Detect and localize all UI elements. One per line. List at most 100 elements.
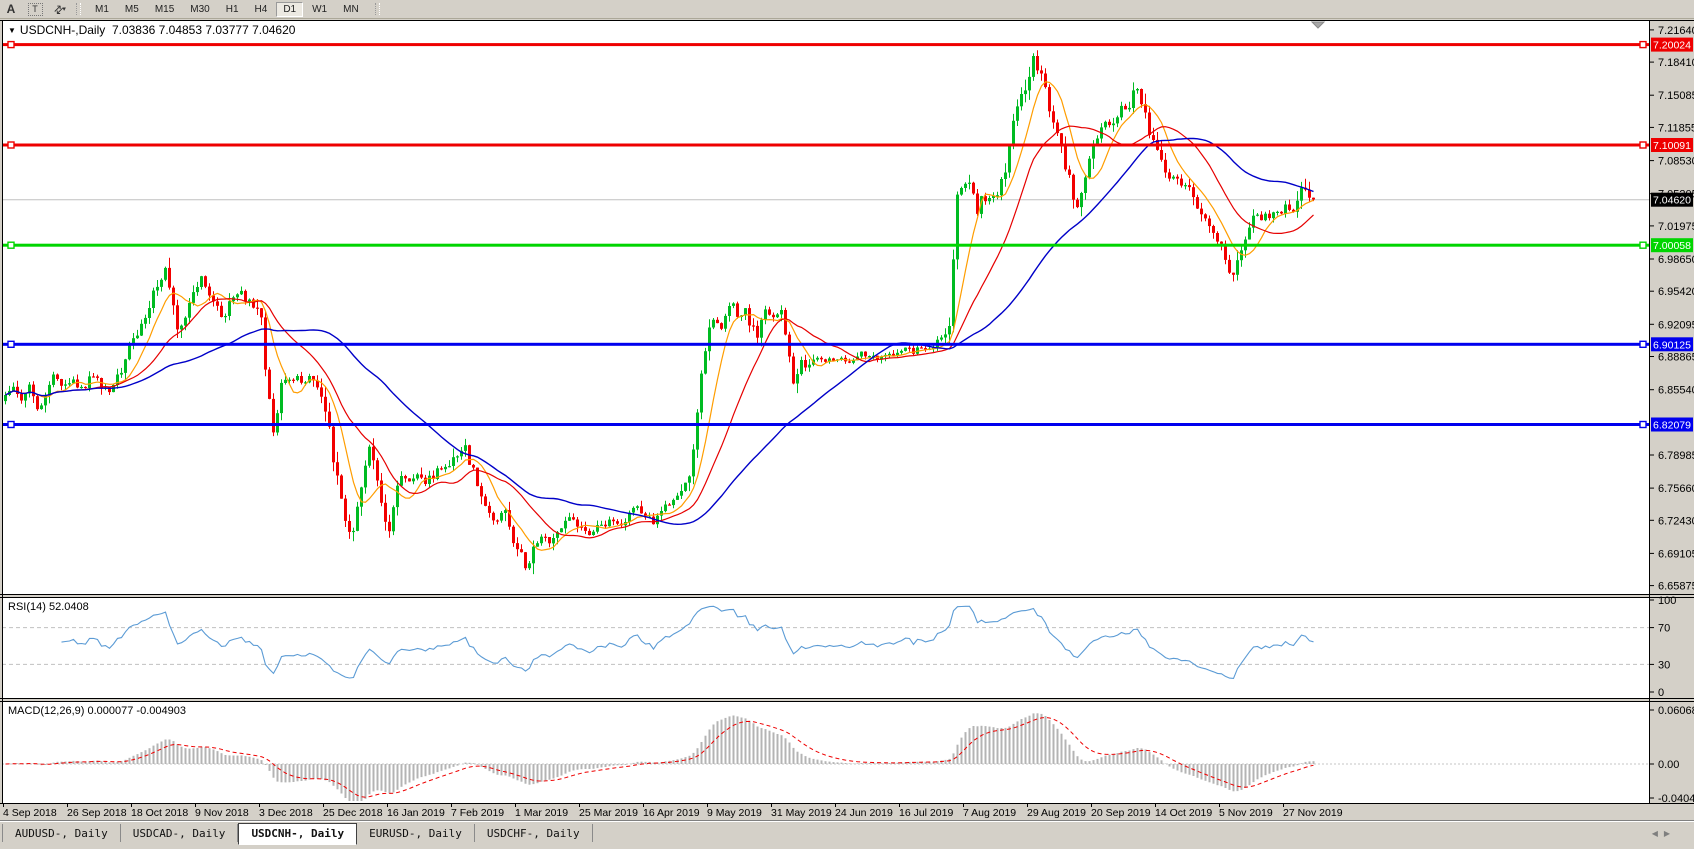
candle-body — [1056, 122, 1059, 134]
candle-body — [1172, 176, 1175, 179]
date-label: 7 Aug 2019 — [963, 807, 1016, 819]
horizontal-line[interactable] — [2, 243, 1649, 247]
candle-body — [96, 376, 99, 378]
price-tick-label: 7.11855 — [1658, 122, 1694, 134]
symbol-dropdown-icon[interactable]: ▼ — [8, 26, 16, 35]
candle-body — [1088, 158, 1091, 178]
line-anchor-marker[interactable] — [1639, 340, 1647, 348]
candle-body — [164, 267, 167, 280]
candle-body — [1312, 197, 1315, 200]
tab-scroll-right-icon[interactable]: ▶ — [1663, 829, 1676, 838]
ohlc-readout: 7.03836 7.04853 7.03777 7.04620 — [111, 23, 296, 37]
candle-body — [508, 510, 511, 527]
timeframe-button-m30[interactable]: M30 — [190, 3, 210, 15]
arrow-objects-icon[interactable]: ⇅ ▾ — [50, 2, 66, 17]
candle-body — [604, 524, 607, 527]
candle-body — [1084, 177, 1087, 193]
candle-body — [1104, 121, 1107, 128]
candle-body — [1132, 90, 1135, 108]
line-anchor-marker[interactable] — [7, 340, 15, 348]
candle-body — [440, 468, 443, 470]
candle-body — [840, 357, 843, 360]
line-anchor-marker[interactable] — [1639, 141, 1647, 149]
candle-body — [1280, 211, 1283, 214]
timeframe-button-w1[interactable]: W1 — [312, 3, 328, 15]
horizontal-line[interactable] — [2, 143, 1649, 147]
candle-body — [240, 290, 243, 295]
candle-body — [932, 347, 935, 349]
candle-body — [448, 466, 451, 468]
candle-body — [32, 384, 35, 397]
chart-tab-usdcnh[interactable]: USDCNH-, Daily — [238, 823, 358, 845]
candle-body — [1276, 211, 1279, 213]
timeframe-button-mn[interactable]: MN — [343, 3, 359, 15]
tab-scroll-arrows: ◀▶ — [1652, 829, 1676, 838]
timeframe-button-m1[interactable]: M1 — [95, 3, 109, 15]
line-anchor-marker[interactable] — [7, 420, 15, 429]
candle-body — [256, 307, 259, 309]
line-anchor-marker[interactable] — [1639, 420, 1647, 429]
line-anchor-marker[interactable] — [7, 40, 15, 49]
candle-body — [1112, 123, 1115, 126]
candle-body — [272, 398, 275, 433]
chart-shift-marker-icon[interactable] — [1310, 21, 1326, 29]
candle-body — [1184, 185, 1187, 187]
line-anchor-marker[interactable] — [7, 241, 15, 249]
chart-tab-audusd[interactable]: AUDUSD-, Daily — [2, 824, 121, 842]
chart-tab-eurusd[interactable]: EURUSD-, Daily — [357, 824, 475, 842]
candle-body — [1204, 214, 1207, 219]
candle-body — [484, 496, 487, 506]
macd-tick-label: 0.060687 — [1658, 705, 1694, 717]
line-anchor-marker[interactable] — [1639, 40, 1647, 49]
timeframe-button-h4[interactable]: H4 — [254, 3, 268, 15]
candle-body — [616, 521, 619, 524]
tab-scroll-left-icon[interactable]: ◀ — [1651, 829, 1664, 838]
chart-tab-usdchf[interactable]: USDCHF-, Daily — [475, 824, 593, 842]
horizontal-line[interactable] — [2, 423, 1649, 426]
candle-body — [224, 316, 227, 318]
candle-body — [248, 299, 251, 302]
candle-body — [768, 309, 771, 315]
price-tick-label: 6.88865 — [1658, 352, 1694, 364]
label-tool-icon[interactable]: T — [27, 2, 43, 16]
chart-tab-usdcad[interactable]: USDCAD-, Daily — [121, 824, 239, 842]
date-label: 1 Mar 2019 — [515, 807, 568, 819]
timeframe-button-m5[interactable]: M5 — [124, 3, 139, 15]
text-tool-icon[interactable]: A — [6, 2, 16, 16]
candle-body — [1120, 105, 1123, 118]
candle-body — [992, 195, 995, 198]
candle-body — [904, 347, 907, 351]
candle-body — [800, 360, 803, 375]
date-label: 7 Feb 2019 — [451, 807, 504, 819]
candle-body — [820, 357, 823, 360]
candle-body — [972, 182, 975, 194]
candle-body — [204, 276, 207, 287]
candle-body — [908, 347, 911, 349]
candle-body — [28, 384, 31, 394]
candle-body — [124, 359, 127, 373]
dropdown-caret-icon[interactable]: ▾ — [62, 6, 65, 13]
candle-body — [564, 520, 567, 529]
candle-body — [924, 348, 927, 350]
timeframe-button-d1[interactable]: D1 — [276, 1, 304, 17]
candle-body — [356, 506, 359, 531]
candle-body — [172, 287, 175, 306]
candle-body — [1284, 204, 1287, 214]
candle-body — [792, 356, 795, 384]
timeframe-button-m15[interactable]: M15 — [154, 3, 175, 15]
line-anchor-marker[interactable] — [1639, 241, 1647, 249]
price-axis[interactable]: 7.216407.184107.150857.118557.085307.052… — [1649, 25, 1694, 805]
candle-body — [1252, 215, 1255, 228]
candle-body — [76, 379, 79, 388]
date-label: 31 May 2019 — [771, 807, 832, 819]
candle-body — [704, 351, 707, 374]
horizontal-line[interactable] — [2, 43, 1649, 47]
candle-body — [296, 376, 299, 381]
candle-body — [664, 504, 667, 512]
candle-body — [324, 396, 327, 412]
line-anchor-marker[interactable] — [7, 141, 15, 149]
timeframe-button-h1[interactable]: H1 — [225, 3, 239, 15]
date-axis[interactable]: 4 Sep 2018 26 Sep 2018 18 Oct 2018 9 Nov 20… — [3, 803, 1343, 819]
candle-body — [72, 379, 75, 384]
horizontal-line[interactable] — [2, 342, 1649, 346]
